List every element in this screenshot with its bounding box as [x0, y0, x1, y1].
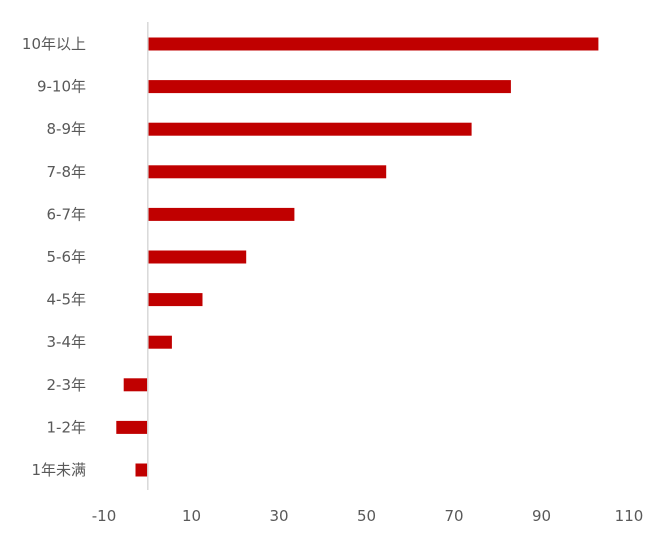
category-label-3: 7-8年 [47, 163, 87, 181]
bar-9 [116, 420, 148, 434]
x-tick-label-6: 110 [615, 507, 644, 525]
category-label-6: 4-5年 [47, 291, 87, 309]
x-tick-label-3: 50 [357, 507, 376, 525]
category-label-4: 6-7年 [47, 205, 87, 223]
bars-group [116, 37, 599, 477]
bar-4 [147, 207, 295, 221]
category-label-8: 2-3年 [47, 376, 87, 394]
category-label-0: 10年以上 [22, 35, 86, 53]
x-tick-labels: -10 10 30 50 70 90 110 [92, 507, 644, 525]
bar-0 [147, 37, 599, 51]
bar-2 [147, 122, 472, 136]
x-tick-label-0: -10 [92, 507, 117, 525]
category-label-2: 8-9年 [47, 120, 87, 138]
bar-10 [135, 463, 148, 477]
category-label-5: 5-6年 [47, 248, 87, 266]
bar-1 [147, 80, 511, 94]
category-labels: 10年以上 9-10年 8-9年 7-8年 6-7年 5-6年 4-5年 3-4年 2-3年 1-… [22, 35, 86, 479]
bar-8 [123, 378, 148, 392]
x-tick-label-5: 90 [532, 507, 551, 525]
x-tick-label-4: 70 [444, 507, 463, 525]
bar-6 [147, 293, 203, 307]
bar-5 [147, 250, 247, 264]
category-label-9: 1-2年 [47, 418, 87, 436]
category-label-10: 1年未满 [31, 461, 86, 479]
bar-3 [147, 165, 387, 179]
category-label-7: 3-4年 [47, 333, 87, 351]
x-tick-label-2: 30 [269, 507, 288, 525]
category-label-1: 9-10年 [37, 78, 86, 96]
bar-7 [147, 335, 172, 349]
x-tick-label-1: 10 [182, 507, 201, 525]
